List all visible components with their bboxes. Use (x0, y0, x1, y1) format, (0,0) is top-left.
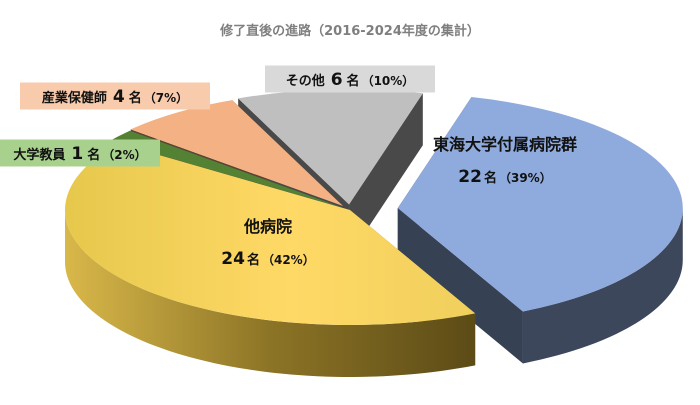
slice-4-label-text: その他 6 名（10%） (286, 70, 415, 90)
slice-3-top (130, 100, 344, 207)
slice-1-label: 他病院 24 名（42%） (221, 217, 314, 269)
chart-title: 修了直後の進路（2016-2024年度の集計） (219, 23, 480, 39)
slice-3-label-box (20, 82, 210, 110)
slice-0-label-name: 東海大学付属病院群 (433, 135, 577, 154)
slice-4-top (238, 89, 423, 205)
slice-1-outer-wall (65, 210, 476, 377)
slice-1-label-name: 他病院 (243, 217, 292, 236)
slice-2-top (110, 130, 343, 208)
slice-0-label: 東海大学付属病院群 22 名（39%） (433, 135, 577, 187)
slice-2-label-box (0, 139, 160, 167)
slice-4-label: その他 6 名（10%） (265, 65, 435, 93)
slice-4-label-box (265, 65, 435, 93)
slice-3-label-text: 産業保健師 4 名（7%） (42, 87, 188, 107)
slice-1-label-value: 24 名（42%） (221, 249, 314, 269)
slice-3-label: 産業保健師 4 名（7%） (20, 82, 210, 110)
slice-2-label-text: 大学教員 1 名（2%） (13, 144, 146, 164)
slice-0-outer-wall (522, 208, 683, 364)
slice-1-top (64, 143, 476, 326)
slice-0-label-value: 22 名（39%） (458, 167, 551, 187)
slice-0-radial-wall-1 (397, 208, 523, 364)
pie-labels: 東海大学付属病院群 22 名（39%） 他病院 24 名（42%） 大学教員 1 名（2%） 産業… (0, 65, 577, 269)
slice-0-top (397, 97, 683, 312)
slice-2-label: 大学教員 1 名（2%） (0, 139, 160, 167)
pie-tops (64, 89, 683, 326)
slice-4-radial-wall-1 (349, 93, 423, 257)
